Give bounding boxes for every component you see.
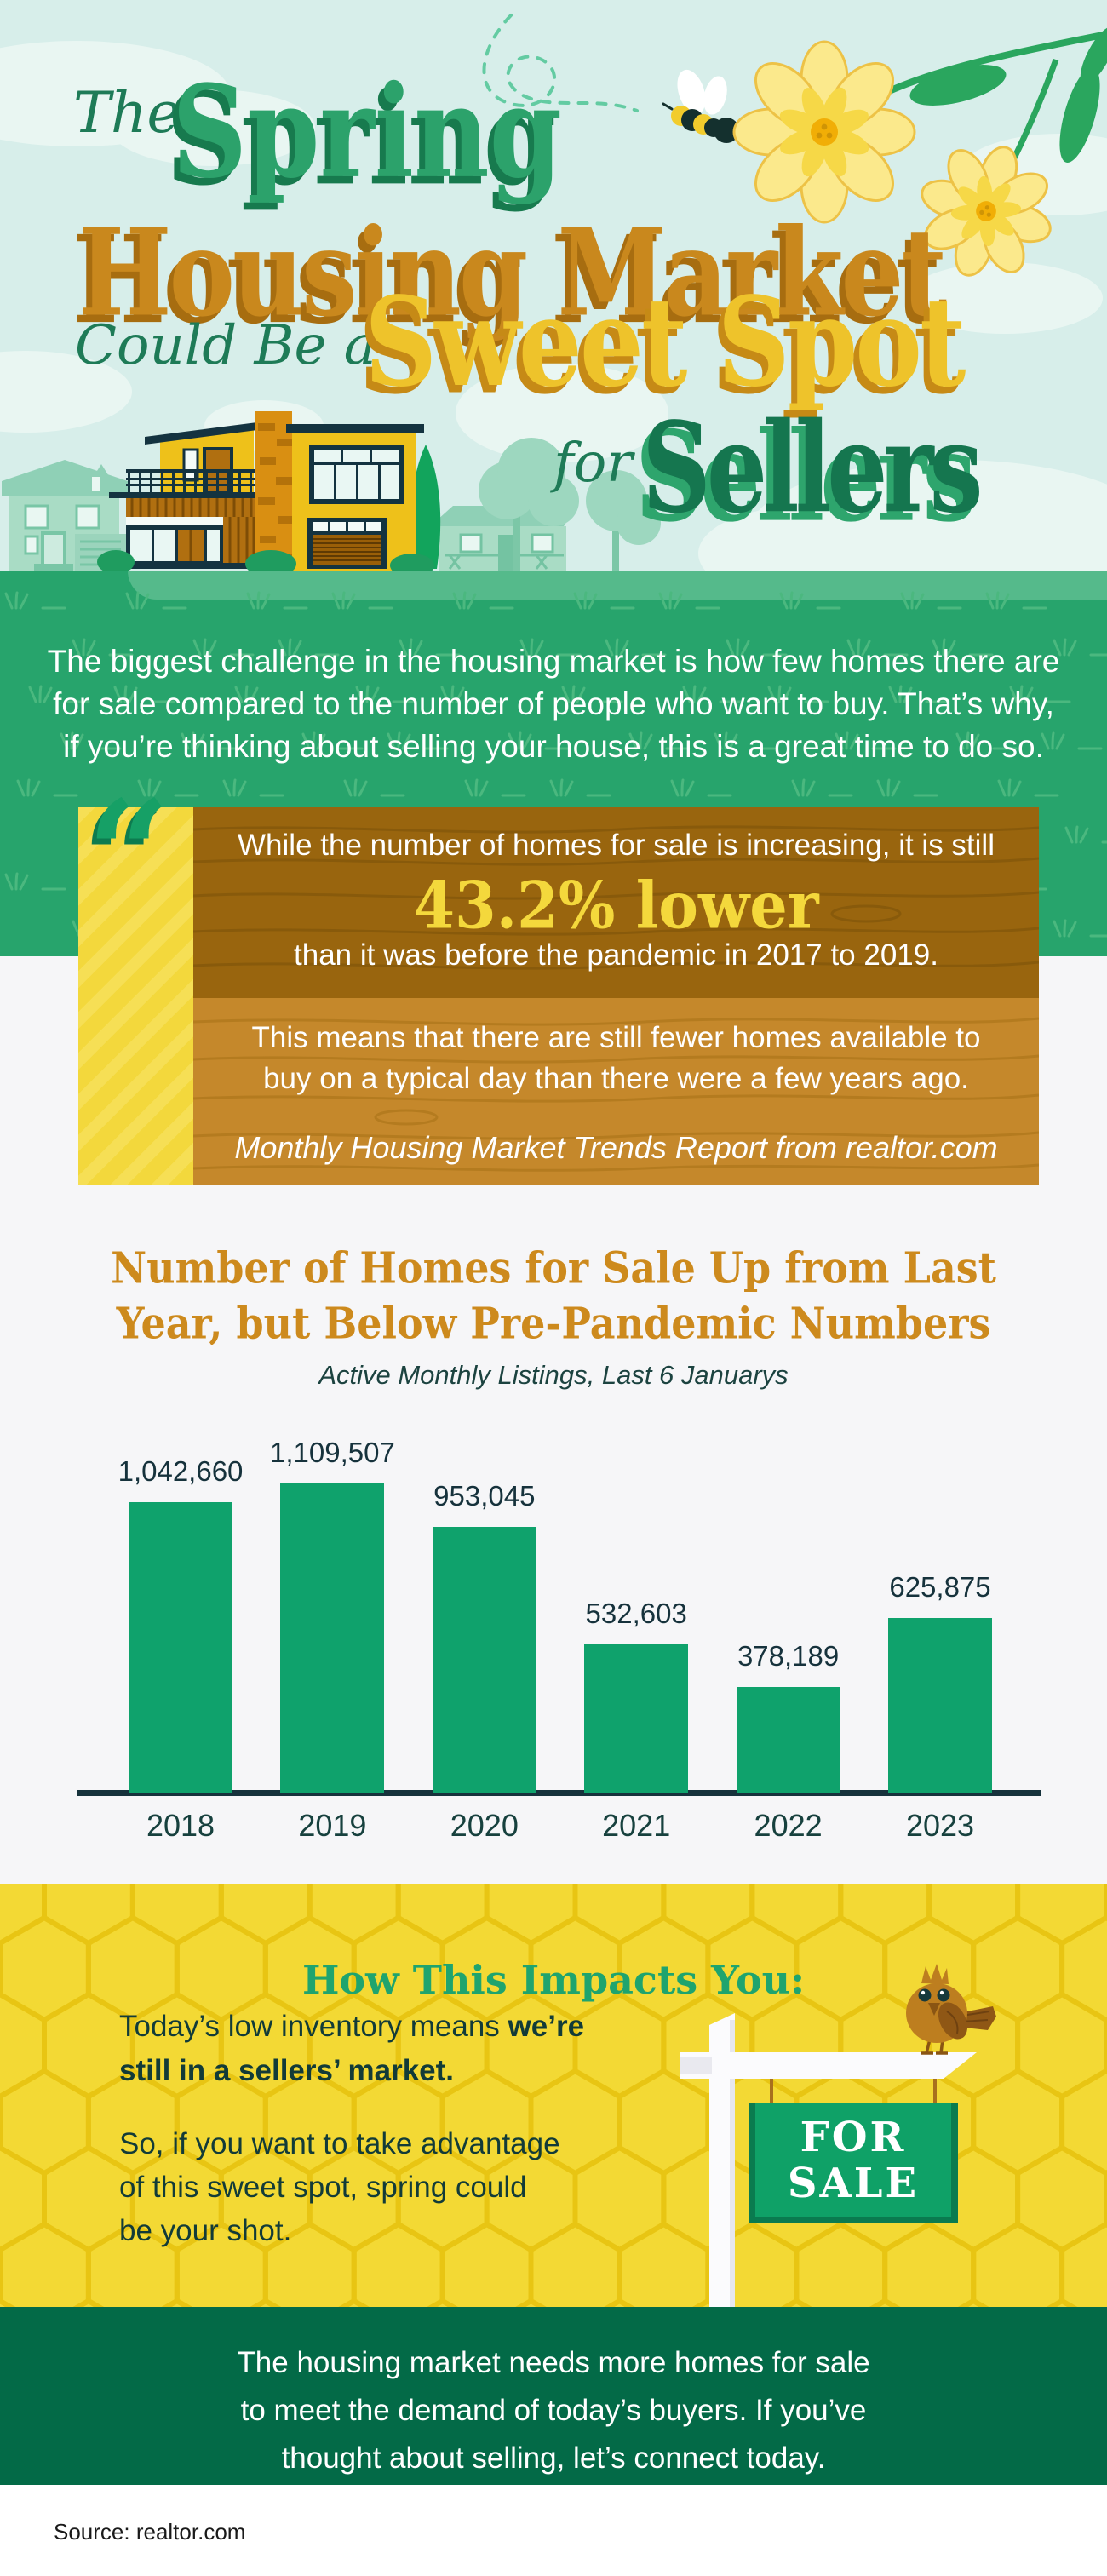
bar-value-label: 1,042,660 [118, 1455, 244, 1487]
title-housing-market: Housing Market [78, 202, 947, 344]
chart-title-line: Year, but Below Pre-Pandemic Numbers [116, 1298, 991, 1349]
cypress-tree [410, 445, 441, 569]
impact-line: Today’s low inventory means we’re [119, 2010, 584, 2044]
title-accent-could-be-a: Could Be a [75, 314, 376, 377]
wood-grain [193, 1017, 1039, 1172]
bar-category-label: 2022 [754, 1808, 823, 1843]
balcony [109, 469, 259, 498]
quote-stripe: “ [78, 782, 193, 1185]
quote-wood-bottom [193, 998, 1039, 1185]
flower-large [732, 40, 916, 224]
header: The Spring Housing Market Could Be a Swe… [0, 0, 1107, 571]
quote-body-line: This means that there are still fewer ho… [251, 1021, 981, 1054]
title-accent-the: The [73, 80, 181, 146]
bar-category-label: 2020 [450, 1808, 519, 1843]
quote-wood-top [193, 807, 1039, 998]
bar-chart: 1,042,660 2018 1,109,507 2019 953,045 2020 532… [77, 956, 1046, 1859]
bar-category-label: 2023 [905, 1808, 975, 1843]
chart-subtitle: Active Monthly Listings, Last 6 Januarys [318, 1360, 789, 1390]
chart-title-line: Number of Homes for Sale Up from Last [111, 1242, 996, 1294]
bar-2019 [280, 1483, 385, 1793]
quote-stat: 43.2% lower [413, 867, 819, 944]
flower-small [921, 146, 1052, 277]
impact-line: of this sweet spot, spring could [119, 2171, 527, 2204]
bar-category-label: 2021 [602, 1808, 671, 1843]
intro-line: The biggest challenge in the housing mar… [47, 644, 1060, 679]
for-sale-sign: FOR SALE [680, 2013, 977, 2307]
closing-line: The housing market needs more homes for … [237, 2346, 870, 2379]
impact-illustration: FOR SALE [0, 1884, 1107, 2307]
impact-line-bold: we’re [508, 2010, 585, 2043]
bar-category-label: 2019 [298, 1808, 367, 1843]
sign-text-sale: SALE [788, 2160, 919, 2207]
title-word-spring: Spring [172, 56, 563, 207]
title-sweet-spot: Sweet Spot [364, 269, 966, 415]
quote-icon: “ [87, 769, 170, 939]
bar-category-label: 2018 [146, 1808, 215, 1843]
impact-line: be your shot. [119, 2214, 292, 2247]
intro-line: if you’re thinking about selling your ho… [63, 729, 1044, 764]
chart-axis [77, 1790, 1041, 1796]
header-illustration [0, 14, 1107, 571]
bar-2018 [129, 1502, 232, 1793]
intro-line: for sale compared to the number of peopl… [53, 686, 1054, 721]
band-accent-strip [128, 571, 1107, 600]
background-trees [479, 438, 661, 571]
bar-value-label: 1,109,507 [269, 1437, 395, 1468]
bee-trail [482, 14, 639, 112]
bee-icon [662, 69, 739, 143]
sign-board [755, 2103, 951, 2217]
impact-line: So, if you want to take advantage [119, 2127, 560, 2160]
sign-post [709, 2013, 735, 2307]
quote-context-line: than it was before the pandemic in 2017 … [294, 938, 938, 972]
main-house [97, 411, 441, 571]
flower-icons [732, 26, 1107, 277]
impact-line: still in a sellers’ market. [119, 2054, 454, 2087]
bar-value-label: 532,603 [585, 1598, 687, 1629]
source-footer: Source: realtor.com [0, 2485, 1107, 2576]
title-sellers: Sellers [642, 396, 984, 542]
bar-value-label: 625,875 [889, 1571, 991, 1603]
wood-grain [193, 825, 1039, 970]
quote-wood-panel: While the number of homes for sale is in… [193, 807, 1039, 1185]
bushes [97, 550, 434, 571]
closing-line: thought about selling, let’s connect tod… [281, 2441, 826, 2475]
bird-icon [906, 1964, 996, 2055]
quote-body-line: buy on a typical day than there were a f… [263, 1062, 969, 1095]
sign-text-for: FOR [800, 2114, 907, 2161]
impact-line-normal: Today’s low inventory means [119, 2010, 508, 2043]
bar-2020 [432, 1527, 536, 1793]
quote-attribution: Monthly Housing Market Trends Report fro… [234, 1130, 998, 1165]
source-text: Source: realtor.com [54, 2519, 246, 2544]
bar-2022 [736, 1687, 840, 1793]
closing-paragraph: The housing market needs more homes for … [0, 2339, 1107, 2482]
chart-title: Number of Homes for Sale Up from Last Ye… [0, 1241, 1107, 1351]
bar-2021 [584, 1644, 689, 1793]
impact-section: FOR SALE How This Impacts You: Today’s l… [0, 1884, 1107, 2307]
bar-value-label: 378,189 [737, 1640, 840, 1672]
bar-2023 [888, 1618, 992, 1793]
impact-title: How This Impacts You: [301, 1957, 806, 2004]
quote-intro-line: While the number of homes for sale is in… [238, 829, 995, 862]
sign-crossbar [680, 2052, 977, 2079]
closing-line: to meet the demand of today’s buyers. If… [240, 2394, 867, 2427]
intro-paragraph: The biggest challenge in the housing mar… [0, 640, 1107, 768]
quote-card: “ [78, 782, 1039, 1185]
bar-value-label: 953,045 [433, 1480, 536, 1512]
closing-band: The housing market needs more homes for … [0, 2307, 1107, 2485]
title-accent-for: for [554, 432, 633, 495]
